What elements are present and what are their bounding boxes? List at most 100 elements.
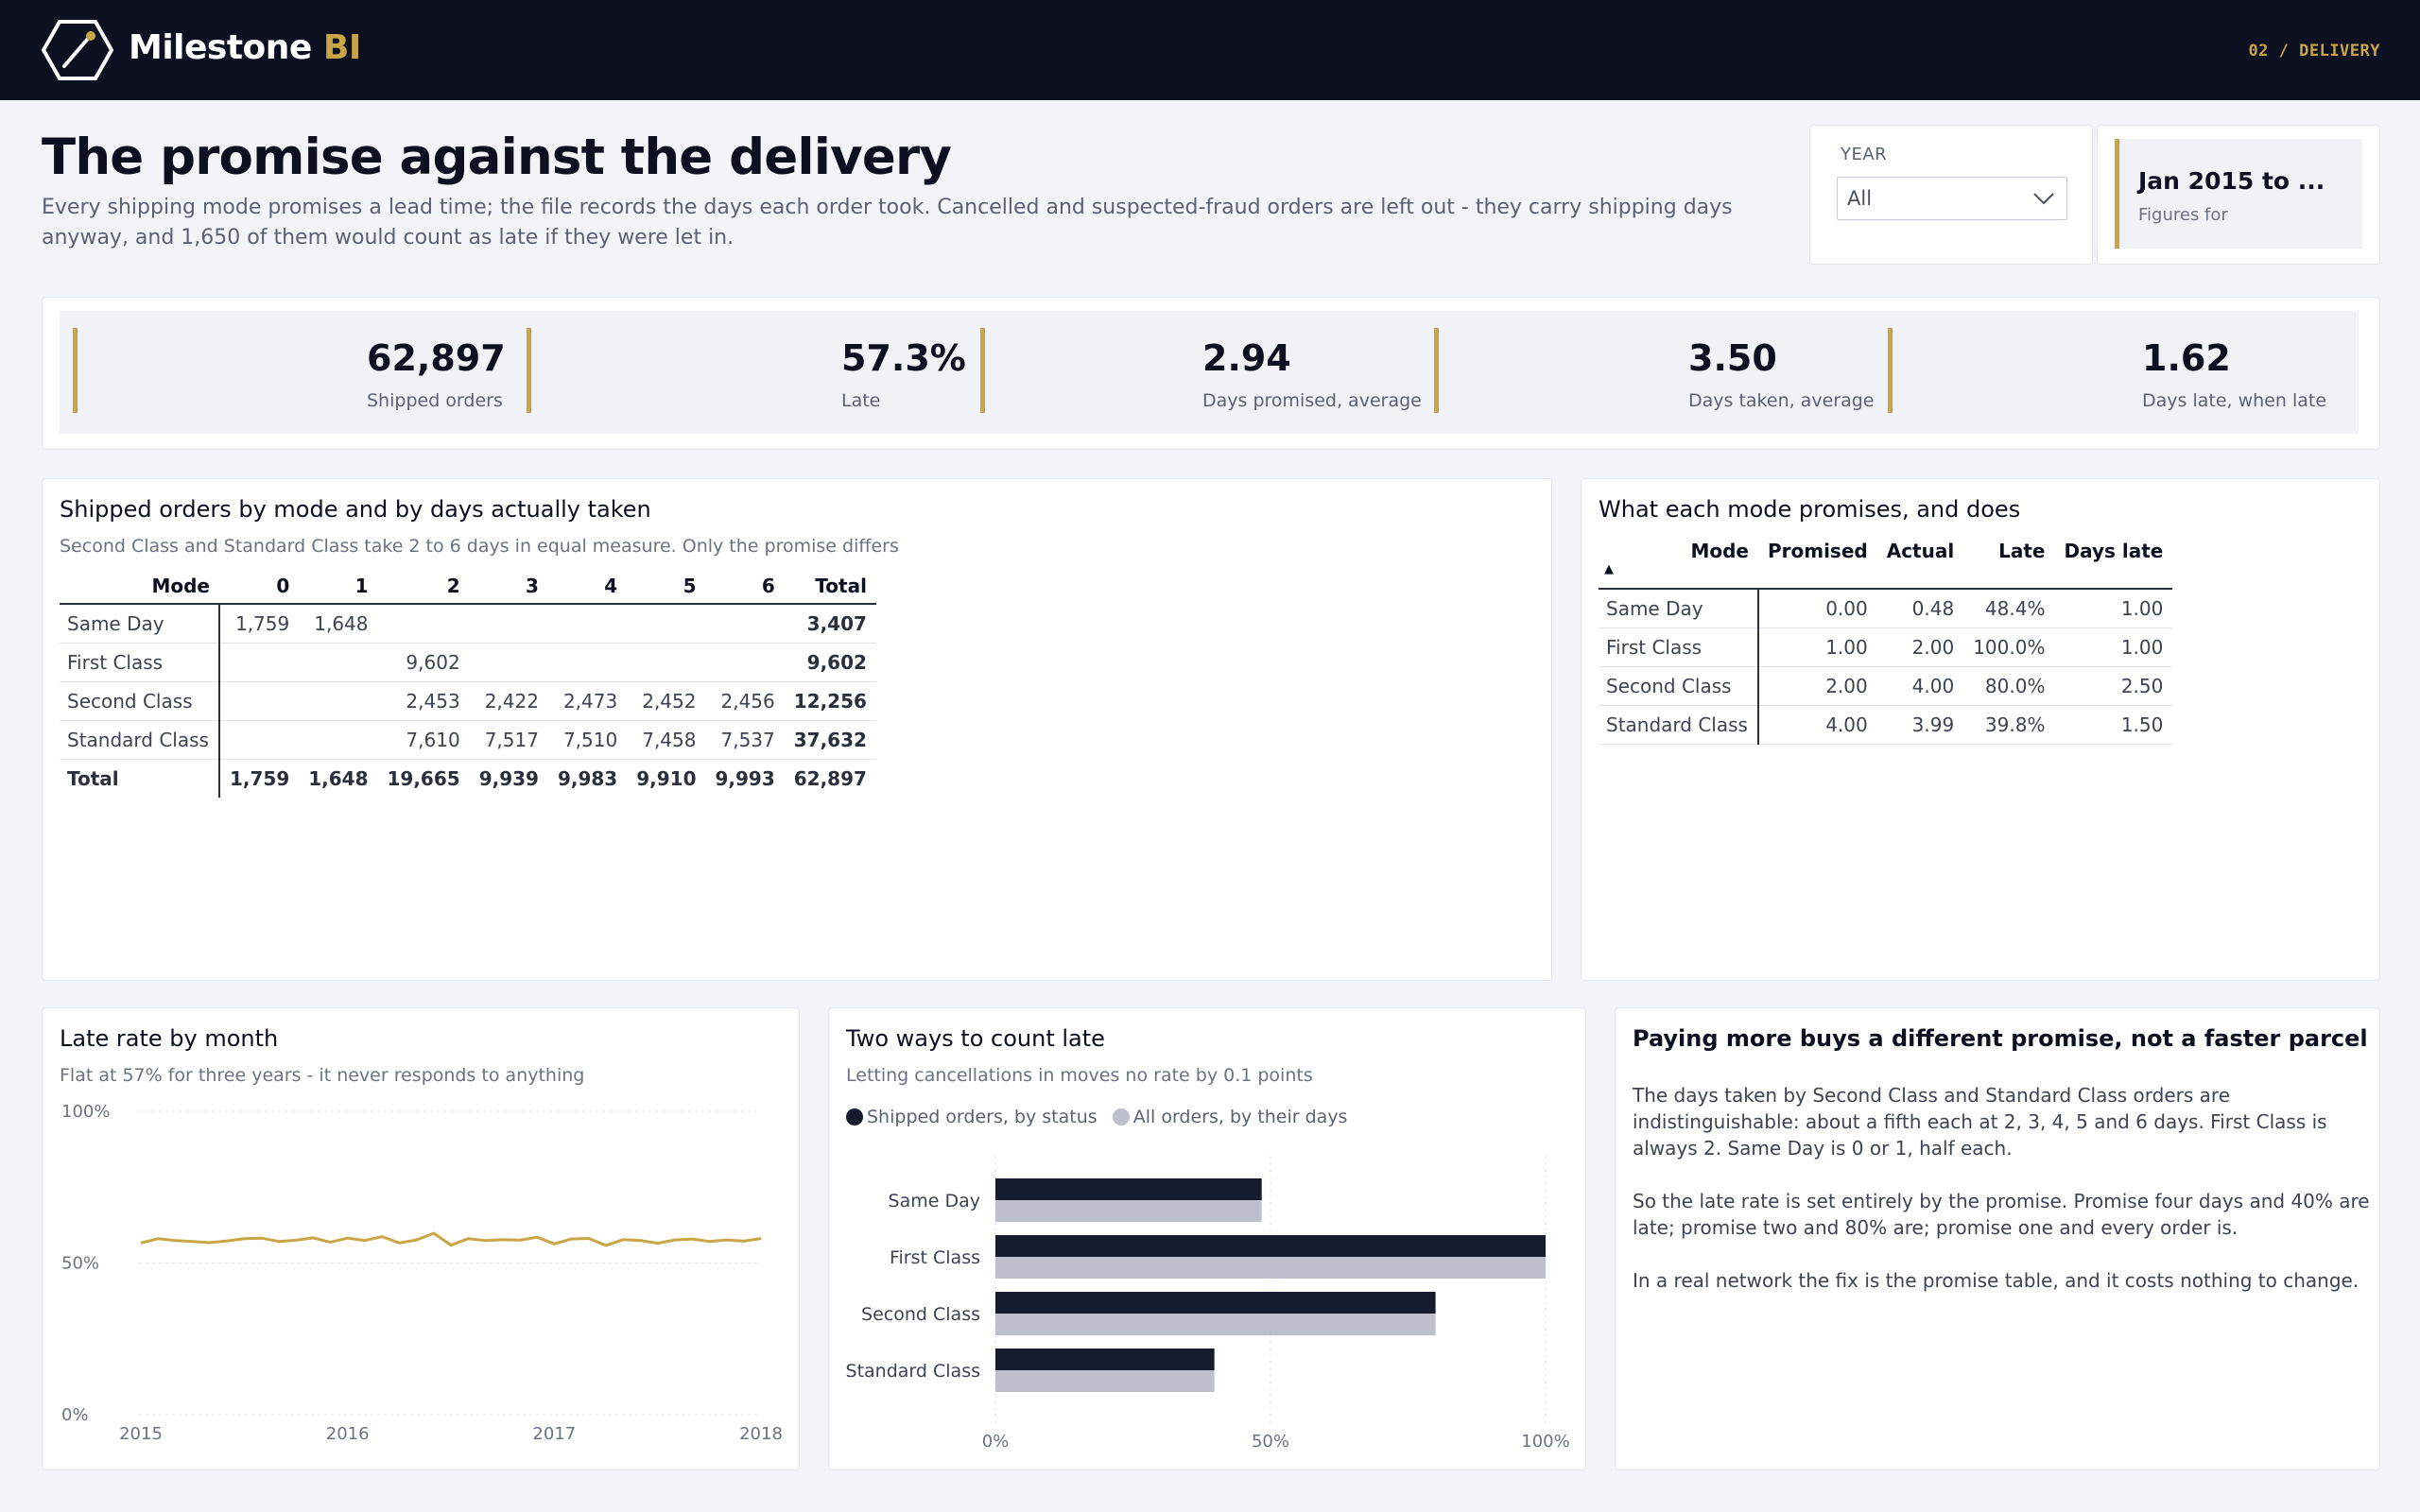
table-cell: 7,510 <box>547 720 628 760</box>
table-cell: 19,665 <box>387 766 460 790</box>
table-row[interactable]: Same Day 1,759 1,648 3,407 <box>60 604 876 644</box>
table-cell <box>547 604 628 644</box>
table-cell: 2,456 <box>705 681 785 721</box>
kpi-late: 57.3% Late <box>527 328 980 413</box>
table-row[interactable]: Second Class 2.00 4.00 80.0% 2.50 <box>1599 666 2173 706</box>
year-dropdown[interactable]: All <box>1837 177 2067 220</box>
panel-title: Late rate by month <box>60 1025 279 1052</box>
table-row[interactable]: Standard Class 7,610 7,517 7,510 7,458 7,537 3… <box>60 720 876 760</box>
legend-item[interactable]: All orders, by their days <box>1112 1107 1347 1127</box>
table-cell <box>705 643 785 682</box>
kpi-label: Late <box>841 390 881 411</box>
x-tick-label: 100% <box>1521 1432 1569 1452</box>
kpi-label: Days taken, average <box>1688 390 1875 411</box>
year-filter-card: YEAR All <box>1809 125 2093 265</box>
x-tick-label: 0% <box>982 1432 1010 1452</box>
table-cell <box>705 604 785 644</box>
column-header: 6 <box>705 568 785 605</box>
table-cell: 12,256 <box>784 681 876 721</box>
table-cell: 62,897 <box>793 766 867 790</box>
modes-header-row: Mode ▲ Promised Actual Late Days late <box>1599 534 2173 590</box>
x-tick-label: 2015 <box>119 1424 163 1444</box>
table-cell <box>627 604 706 644</box>
mode-by-days-matrix: Mode 0 1 2 3 4 5 6 Total Same Day 1,759 1,648 3,407… <box>60 568 876 798</box>
kpi-label: Days promised, average <box>1202 390 1422 411</box>
column-header[interactable]: Late <box>1963 534 2055 590</box>
table-cell <box>299 720 378 760</box>
table-cell: 39.8% <box>1963 705 2055 745</box>
breadcrumb: 02 / DELIVERY <box>2248 42 2380 60</box>
column-header[interactable]: Actual <box>1876 534 1964 590</box>
table-row[interactable]: First Class 1.00 2.00 100.0% 1.00 <box>1599 627 2173 667</box>
table-cell: 0.00 <box>1757 589 1877 628</box>
late-rate-panel: Late rate by month Flat at 57% for three… <box>42 1007 800 1470</box>
kpi-value: 2.94 <box>1202 337 1291 379</box>
table-cell <box>469 604 548 644</box>
table-cell: 100.0% <box>1963 627 2055 667</box>
legend-item[interactable]: Shipped orders, by status <box>846 1107 1098 1127</box>
kpi-label: Days late, when late <box>2142 390 2327 411</box>
row-header: Standard Class <box>1599 705 1759 745</box>
column-header-label: Mode <box>1690 540 1749 562</box>
panel-subtitle: Second Class and Standard Class take 2 t… <box>60 536 899 557</box>
x-tick-label: 50% <box>1252 1432 1289 1452</box>
table-cell: 1,759 <box>229 766 290 790</box>
kpi-days-late: 1.62 Days late, when late <box>1888 328 2342 413</box>
kpi-value: 62,897 <box>367 337 506 379</box>
top-bar: Milestone BI 02 / DELIVERY <box>0 0 2420 100</box>
row-header: Standard Class <box>60 720 220 760</box>
table-cell <box>218 720 300 760</box>
column-header: 1 <box>299 568 378 605</box>
bar <box>995 1292 1436 1314</box>
table-cell: 7,537 <box>705 720 785 760</box>
mode-promise-panel: What each mode promises, and does Mode ▲ P… <box>1581 478 2380 981</box>
column-header: Mode <box>60 568 219 605</box>
table-cell: 80.0% <box>1963 666 2055 706</box>
x-tick-label: 2017 <box>532 1424 576 1444</box>
table-row[interactable]: First Class 9,602 9,602 <box>60 643 876 682</box>
kpi-value: 3.50 <box>1688 337 1777 379</box>
year-dropdown-value: All <box>1847 187 1873 210</box>
panel-subtitle: Letting cancellations in moves no rate b… <box>846 1065 1313 1086</box>
column-header[interactable]: Promised <box>1757 534 1877 590</box>
table-cell: 7,517 <box>469 720 548 760</box>
column-header: 2 <box>377 568 470 605</box>
table-cell: 2,422 <box>469 681 548 721</box>
table-cell: 7,610 <box>377 720 470 760</box>
row-header: Same Day <box>1599 589 1759 628</box>
column-header[interactable]: Days late <box>2054 534 2173 590</box>
bar <box>995 1370 1215 1392</box>
note-title: Paying more buys a different promise, no… <box>1633 1025 2368 1052</box>
column-header[interactable]: Mode ▲ <box>1599 534 1758 590</box>
bar <box>995 1178 1262 1200</box>
table-row[interactable]: Second Class 2,453 2,422 2,473 2,452 2,456 12,… <box>60 681 876 721</box>
note-paragraph: In a real network the fix is the promise… <box>1633 1269 2360 1292</box>
kpi-shipped-orders: 62,897 Shipped orders <box>73 328 527 413</box>
kpi-days-taken: 3.50 Days taken, average <box>1434 328 1888 413</box>
table-cell: 1,648 <box>308 766 369 790</box>
table-row[interactable]: Same Day 0.00 0.48 48.4% 1.00 <box>1599 589 2173 628</box>
two-ways-bar-chart: 0% 50% 100% Same Day First Class Second Class… <box>846 1156 1570 1452</box>
table-row[interactable]: Standard Class 4.00 3.99 39.8% 1.50 <box>1599 705 2173 745</box>
table-cell <box>627 643 706 682</box>
sort-ascending-icon[interactable]: ▲ <box>1604 562 1614 576</box>
insight-note-panel: Paying more buys a different promise, no… <box>1615 1007 2380 1470</box>
row-header: Same Day <box>60 604 220 644</box>
category-label: Standard Class <box>846 1361 980 1382</box>
bar <box>995 1314 1436 1335</box>
bar <box>995 1200 1262 1222</box>
legend-swatch <box>846 1108 863 1125</box>
category-label: Second Class <box>861 1304 980 1325</box>
kpi-strip-inner: 62,897 Shipped orders 57.3% Late 2.94 Da… <box>60 311 2359 434</box>
table-cell <box>218 681 300 721</box>
x-tick-label: 2018 <box>739 1424 783 1444</box>
period-value: Jan 2015 to ... <box>2138 167 2325 195</box>
page-title: The promise against the delivery <box>42 129 952 186</box>
table-cell: 2,453 <box>377 681 470 721</box>
table-cell: 9,602 <box>377 643 470 682</box>
kpi-days-promised: 2.94 Days promised, average <box>980 328 1434 413</box>
brand-name[interactable]: Milestone BI <box>129 28 361 67</box>
two-ways-panel: Two ways to count late Letting cancellat… <box>828 1007 1586 1470</box>
table-cell: 48.4% <box>1963 589 2055 628</box>
bar <box>995 1349 1215 1370</box>
